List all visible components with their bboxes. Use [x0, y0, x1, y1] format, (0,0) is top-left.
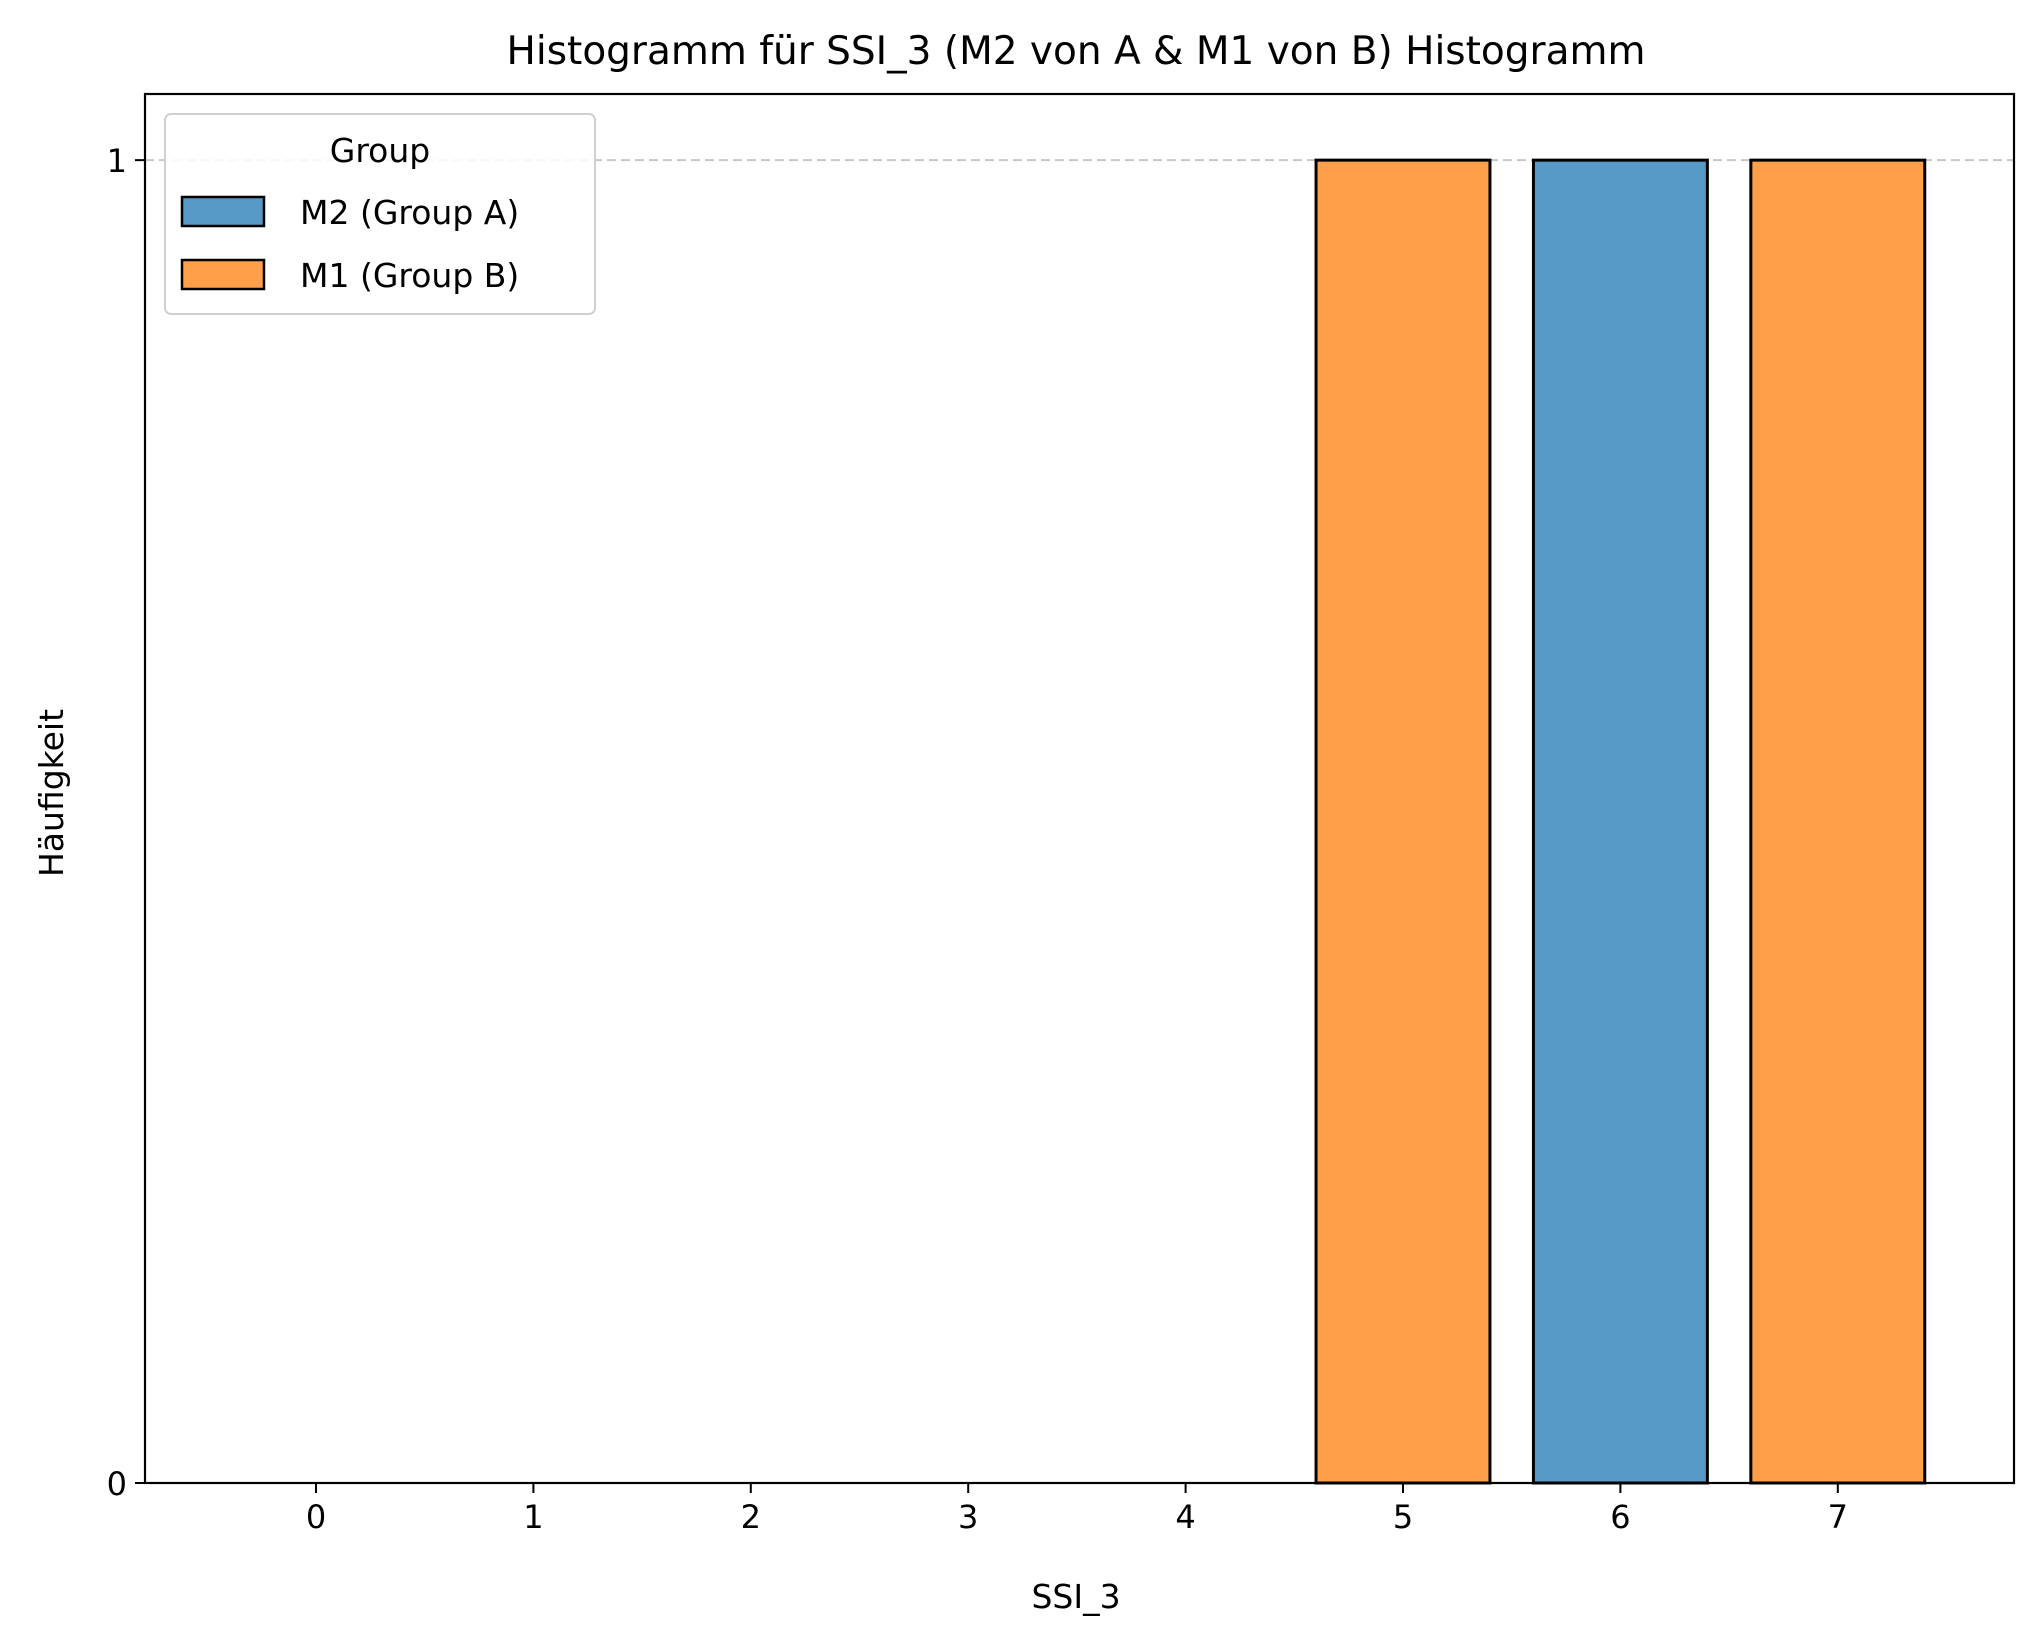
legend-box [164, 113, 596, 315]
y-axis-label: Häufigkeit [32, 709, 71, 877]
axes-frame [143, 92, 2016, 1485]
y-tick-label: 1 [107, 142, 127, 180]
x-tick-label: 2 [741, 1498, 761, 1536]
legend-label: M1 (Group B) [300, 256, 519, 295]
bar-group-b-7 [1749, 158, 1927, 1485]
legend-title: Group [330, 131, 430, 170]
legend-swatch [180, 195, 266, 228]
bar-group-a-6 [1531, 158, 1709, 1485]
legend-swatch [180, 258, 266, 291]
x-tick-label: 7 [1828, 1498, 1848, 1536]
bar-group-b-5 [1314, 158, 1492, 1485]
legend-label: M2 (Group A) [300, 193, 519, 232]
x-tick-label: 0 [306, 1498, 326, 1536]
legend: Group M2 (Group A) M1 (Group B) [164, 113, 596, 315]
x-tick-label: 5 [1393, 1498, 1413, 1536]
x-tick-label: 1 [523, 1498, 543, 1536]
y-tick-label: 0 [107, 1465, 127, 1503]
x-tick-label: 6 [1610, 1498, 1630, 1536]
plot-area: 0 1 2 3 4 5 6 7 0 1 [107, 92, 2016, 1536]
x-axis-label: SSI_3 [1031, 1577, 1120, 1616]
chart-title: Histogramm für SSI_3 (M2 von A & M1 von … [507, 29, 1646, 74]
x-tick-label: 3 [958, 1498, 978, 1536]
x-tick-label: 4 [1175, 1498, 1195, 1536]
